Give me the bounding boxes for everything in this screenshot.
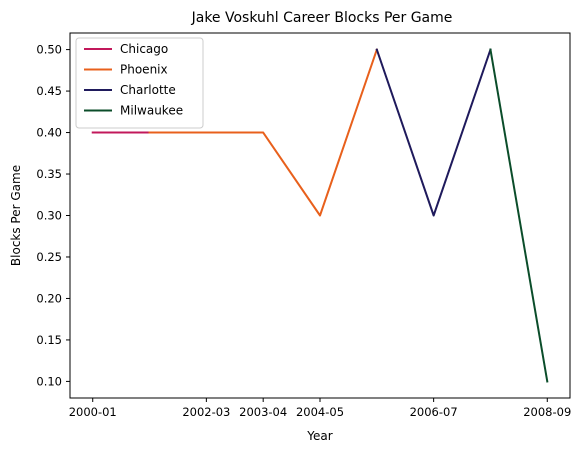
y-axis-label: Blocks Per Game — [9, 165, 23, 266]
legend-frame — [75, 37, 204, 129]
y-tick-label-4: 0.30 — [36, 209, 62, 223]
y-tick-label-7: 0.45 — [36, 84, 62, 98]
x-tick-label-5: 2008-09 — [523, 405, 571, 419]
y-tick-label-2: 0.20 — [36, 291, 62, 305]
series-line-charlotte — [375, 48, 492, 217]
y-tick-label-3: 0.25 — [36, 250, 62, 264]
legend-label-milwaukee: Milwaukee — [120, 104, 183, 118]
y-tick-label-6: 0.40 — [36, 126, 62, 140]
x-tick-label-4: 2006-07 — [410, 405, 458, 419]
y-tick-label-0: 0.10 — [36, 374, 62, 388]
legend-label-phoenix: Phoenix — [120, 63, 168, 77]
x-tick-label-2: 2003-04 — [239, 405, 287, 419]
series-line-milwaukee — [489, 48, 549, 383]
x-axis: 2000-01 2002-03 2003-04 2004-05 2006-07 2008-… — [69, 398, 571, 419]
y-tick-label-8: 0.50 — [36, 43, 62, 57]
x-tick-label-0: 2000-01 — [69, 405, 117, 419]
legend-label-charlotte: Charlotte — [120, 83, 176, 97]
y-tick-label-1: 0.15 — [36, 333, 62, 347]
x-tick-label-3: 2004-05 — [296, 405, 344, 419]
legend: Chicago Phoenix Charlotte Milwaukee — [75, 37, 204, 129]
chart-title: Jake Voskuhl Career Blocks Per Game — [191, 10, 453, 26]
y-axis: 0.10 0.15 0.20 0.25 0.30 0.35 0.40 0.45 0.50 — [36, 43, 70, 388]
series-line-phoenix — [148, 48, 379, 217]
legend-label-chicago: Chicago — [120, 42, 168, 56]
x-tick-label-1: 2002-03 — [182, 405, 230, 419]
y-tick-label-5: 0.35 — [36, 167, 62, 181]
series-layer — [91, 48, 549, 383]
x-axis-label: Year — [306, 429, 332, 443]
